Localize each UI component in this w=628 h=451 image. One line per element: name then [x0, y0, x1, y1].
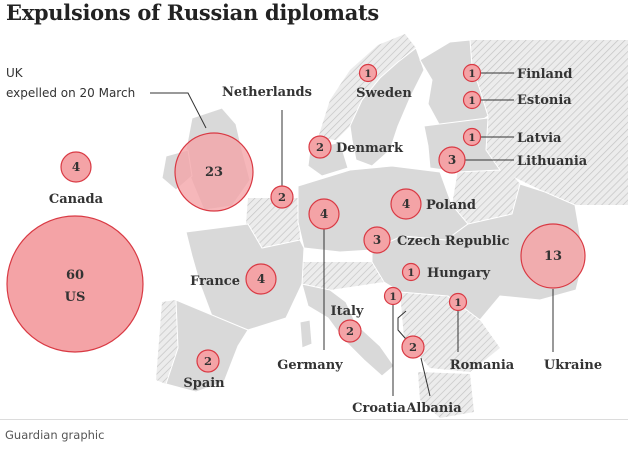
- country-labels: US Canada Netherlands Sweden Denmark Fin…: [6, 66, 602, 416]
- canada-bubble-value: 4: [72, 160, 80, 174]
- romania-bubble[interactable]: 1: [448, 292, 468, 312]
- netherlands-bubble[interactable]: 2: [270, 185, 294, 209]
- albania-bubble[interactable]: 2: [401, 335, 425, 359]
- uk-note-line1: UK: [6, 66, 24, 80]
- central-europe-landmass: [246, 198, 300, 248]
- norway-landmass: [318, 34, 416, 140]
- lithuania-bubble-value: 3: [448, 153, 456, 167]
- finland-label: Finland: [517, 67, 573, 82]
- france-bubble-value: 4: [257, 272, 265, 286]
- spain-bubble[interactable]: 2: [196, 349, 220, 373]
- uk-leader-line: [150, 92, 207, 129]
- us-bubble[interactable]: 60: [6, 215, 144, 353]
- finland-bubble-value: 1: [468, 68, 475, 80]
- canada-bubble[interactable]: 4: [60, 151, 92, 183]
- ukraine-bubble[interactable]: 13: [520, 223, 586, 289]
- footer-divider: [0, 419, 628, 420]
- croatia-bubble-value: 1: [389, 291, 396, 303]
- denmark-bubble[interactable]: 2: [308, 135, 332, 159]
- estonia-label: Estonia: [517, 93, 572, 108]
- uk-bubble[interactable]: 23: [174, 132, 254, 212]
- poland-bubble[interactable]: 4: [390, 188, 422, 220]
- germany-label: Germany: [277, 358, 343, 373]
- expelling-countries: [161, 39, 585, 393]
- sweden-bubble-value: 1: [364, 68, 371, 80]
- ukraine-bubble-value: 13: [544, 249, 562, 264]
- estonia-bubble[interactable]: 1: [462, 90, 482, 110]
- albania-label-leader-line: [420, 357, 431, 397]
- ukraine-label: Ukraine: [544, 358, 602, 373]
- croatia-label: Croatia: [352, 401, 406, 416]
- finland-bubble[interactable]: 1: [462, 63, 482, 83]
- sweden-bubble[interactable]: 1: [358, 63, 378, 83]
- lithuania-bubble[interactable]: 3: [438, 146, 466, 174]
- estonia-bubble-value: 1: [468, 95, 475, 107]
- spain-bubble-value: 2: [204, 354, 212, 368]
- bubbles: 60 23 13 4 4 4 4 3 3 2 2 2 2 2 1 1 1 1 1…: [6, 63, 586, 373]
- italy-bubble-value: 2: [346, 324, 354, 338]
- spain-label: Spain: [183, 376, 225, 391]
- non-expelling-countries: [156, 34, 628, 418]
- balkans-landmass: [400, 292, 500, 372]
- sardinia-landmass: [299, 319, 313, 349]
- albania-bubble-value: 2: [409, 340, 417, 354]
- hungary-bubble-value: 1: [407, 267, 414, 279]
- netherlands-bubble-value: 2: [278, 190, 286, 204]
- austria-switzerland-landmass: [300, 262, 384, 290]
- spain-landmass: [165, 299, 249, 393]
- albania-label: Albania: [405, 401, 462, 416]
- denmark-bubble-value: 2: [316, 140, 324, 154]
- france-label: France: [190, 274, 240, 289]
- germany-bubble-value: 4: [320, 207, 328, 221]
- croatia-bubble[interactable]: 1: [383, 286, 403, 306]
- czech-republic-label: Czech Republic: [397, 234, 509, 249]
- uk-note-line2: expelled on 20 March: [6, 86, 135, 100]
- albania-leader-line: [397, 310, 413, 347]
- graphic-title: Expulsions of Russian diplomats: [6, 0, 379, 25]
- france-landmass: [185, 223, 305, 331]
- us-bubble-value: 60: [66, 268, 84, 283]
- latvia-bubble[interactable]: 1: [462, 127, 482, 147]
- czech-republic-bubble[interactable]: 3: [363, 226, 391, 254]
- sweden-label: Sweden: [356, 86, 412, 101]
- netherlands-label: Netherlands: [222, 85, 312, 100]
- germany-bubble[interactable]: 4: [308, 198, 340, 230]
- latvia-bubble-value: 1: [468, 132, 475, 144]
- canada-label: Canada: [49, 192, 104, 207]
- hungary-label: Hungary: [427, 266, 491, 281]
- france-bubble[interactable]: 4: [245, 263, 277, 295]
- italy-label: Italy: [330, 304, 363, 319]
- romania-label: Romania: [450, 358, 515, 373]
- denmark-label: Denmark: [336, 141, 404, 156]
- belarus-landmass: [452, 166, 520, 224]
- italy-bubble[interactable]: 2: [338, 319, 362, 343]
- sweden-landmass: [349, 47, 425, 167]
- poland-label: Poland: [426, 198, 476, 213]
- credit-line: Guardian graphic: [5, 428, 105, 442]
- romania-bubble-value: 1: [454, 297, 461, 309]
- czech-republic-bubble-value: 3: [373, 233, 381, 247]
- uk-bubble-value: 23: [205, 165, 223, 180]
- hungary-bubble[interactable]: 1: [401, 262, 421, 282]
- greece-landmass: [418, 372, 474, 418]
- poland-bubble-value: 4: [402, 197, 410, 211]
- latvia-label: Latvia: [517, 131, 562, 146]
- us-label: US: [65, 290, 86, 305]
- russia-landmass: [470, 40, 628, 205]
- leader-lines: [150, 72, 554, 397]
- lithuania-label: Lithuania: [517, 154, 588, 169]
